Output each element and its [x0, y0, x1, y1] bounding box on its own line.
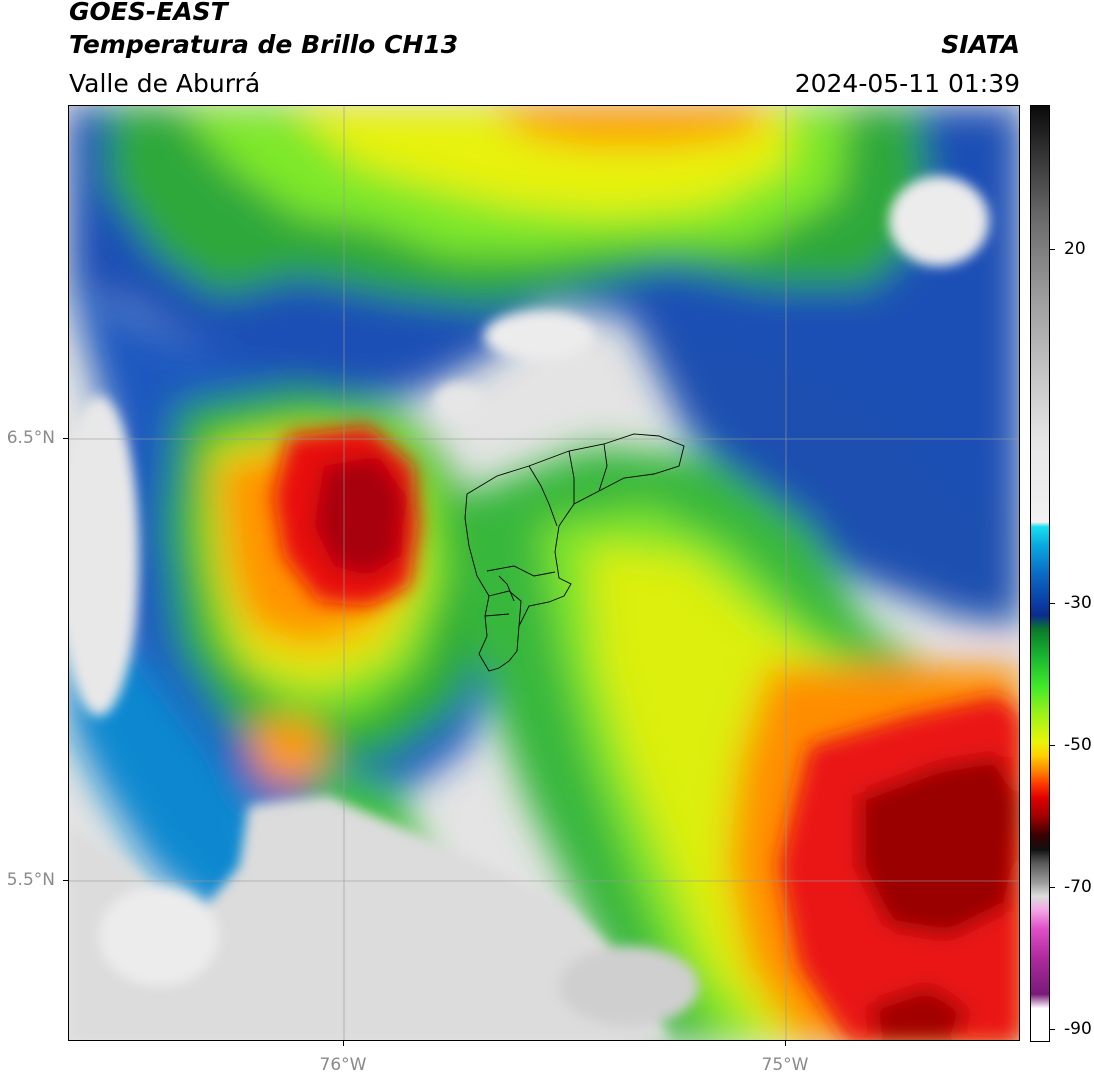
- colorbar-label-minus70: -70: [1064, 877, 1092, 897]
- temperature-colorbar: [1030, 105, 1050, 1042]
- lon-tick-76: [343, 1041, 344, 1046]
- lon-tick-75: [785, 1041, 786, 1046]
- lat-tick-6-5: [63, 438, 68, 439]
- lat-label-5-5: 5.5°N: [6, 870, 55, 890]
- colorbar-tick-minus90: [1050, 1029, 1055, 1030]
- colorbar-tick-20: [1050, 249, 1055, 250]
- region-label: Valle de Aburrá: [69, 69, 261, 98]
- lat-tick-5-5: [63, 880, 68, 881]
- timestamp-label: 2024-05-11 01:39: [794, 69, 1020, 98]
- colorbar-label-minus90: -90: [1064, 1019, 1092, 1039]
- colorbar-tick-minus30: [1050, 603, 1055, 604]
- lon-label-76: 76°W: [319, 1055, 367, 1075]
- brightness-temperature-field: [69, 106, 1019, 1040]
- product-title: GOES-EAST: [69, 0, 228, 26]
- municipal-boundaries: [464, 433, 685, 672]
- colorbar-tick-minus50: [1050, 745, 1055, 746]
- satellite-map: [68, 105, 1020, 1041]
- colorbar-label-minus30: -30: [1064, 593, 1092, 613]
- colorbar-label-minus50: -50: [1064, 735, 1092, 755]
- lat-label-6-5: 6.5°N: [6, 428, 55, 448]
- variable-title: Temperatura de Brillo CH13: [69, 30, 459, 59]
- colorbar-tick-minus70: [1050, 887, 1055, 888]
- source-label: SIATA: [941, 30, 1020, 59]
- lon-label-75: 75°W: [761, 1055, 809, 1075]
- colorbar-label-20: 20: [1064, 239, 1086, 259]
